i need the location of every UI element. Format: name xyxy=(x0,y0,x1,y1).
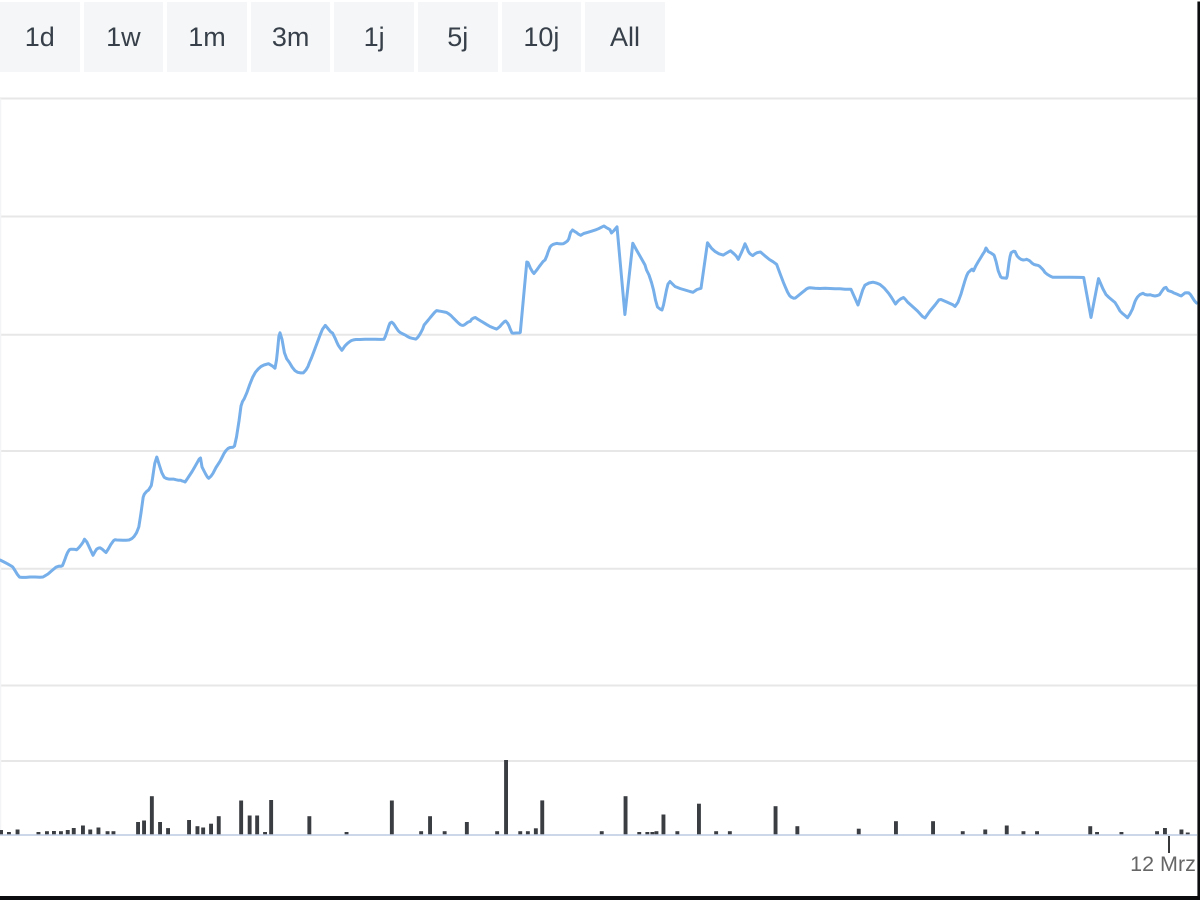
svg-text:12 Mrz: 12 Mrz xyxy=(1130,852,1196,876)
